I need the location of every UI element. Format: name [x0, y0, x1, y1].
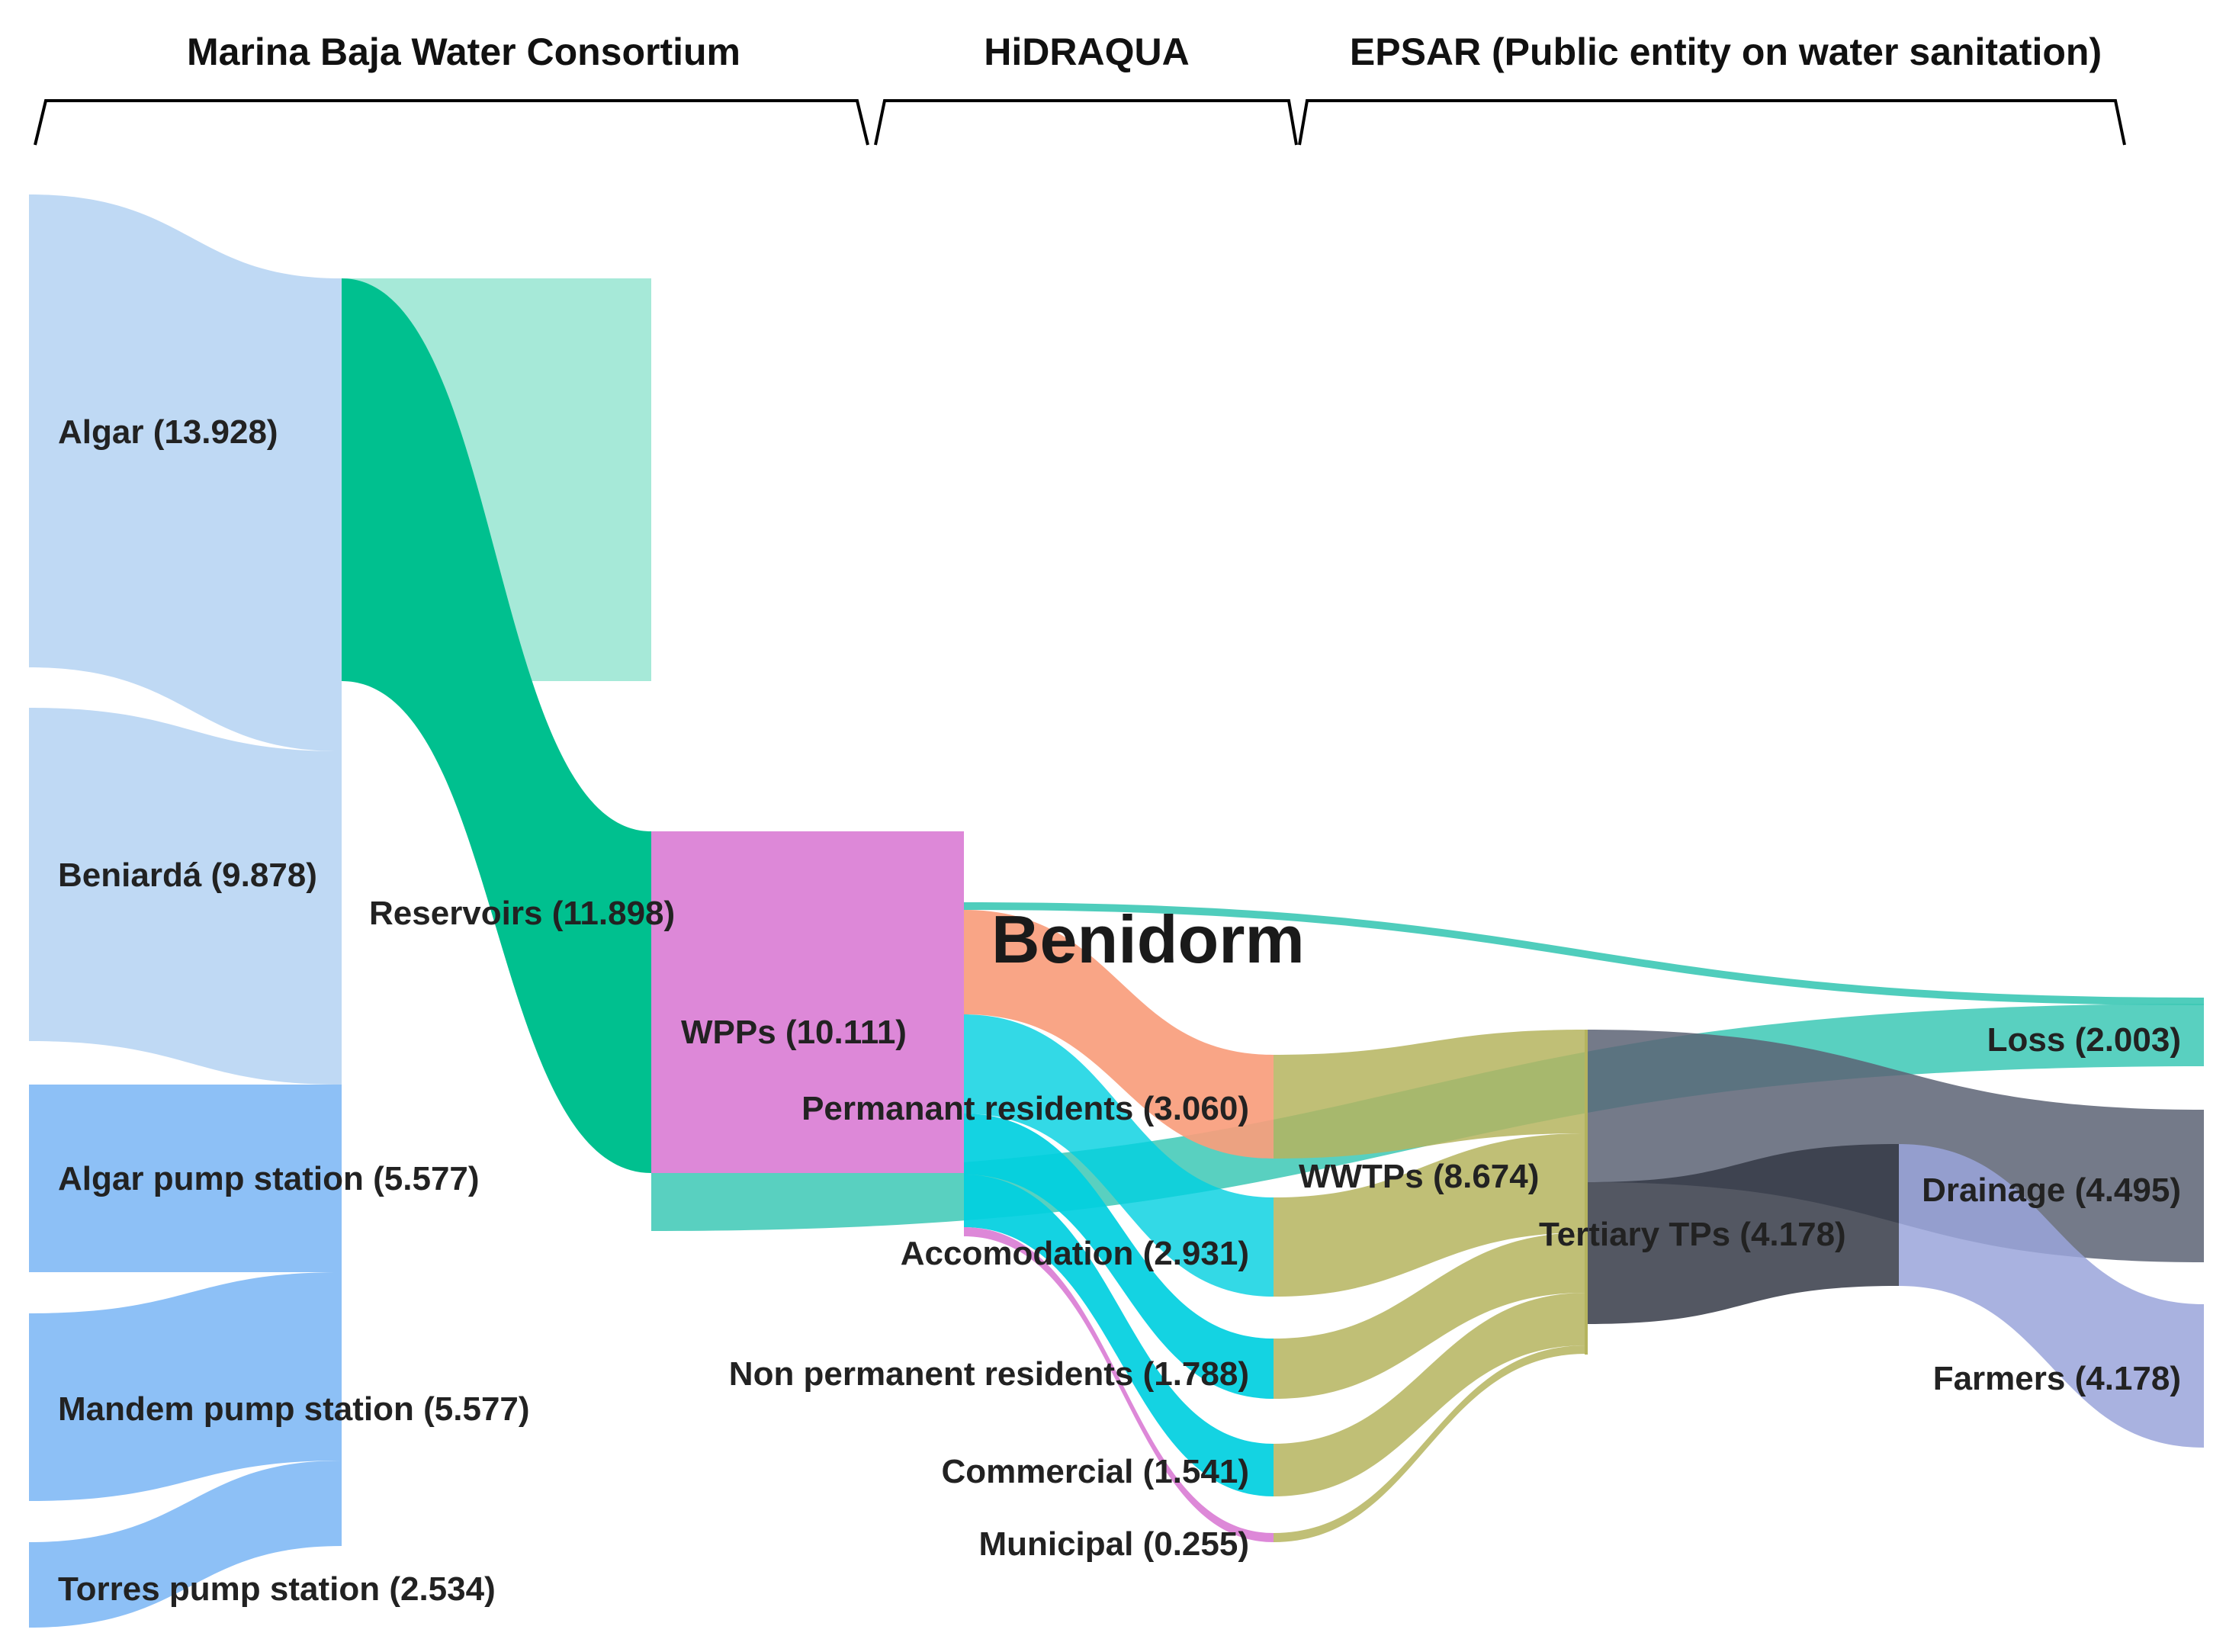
- link-wpps-nonperm: [964, 1114, 1274, 1399]
- label-algar-ps: Algar pump station (5.577): [58, 1160, 480, 1197]
- link-wpps-perm: [964, 910, 1274, 1159]
- link-mandemps-reservoirs: [29, 1272, 342, 1501]
- node-reservoirs: [342, 278, 651, 681]
- group-brackets: [34, 99, 2126, 146]
- label-loss: Loss (2.003): [1987, 1021, 2181, 1059]
- link-torresps-reservoirs: [29, 1461, 342, 1628]
- node-wwtps-bar: [1585, 1030, 1588, 1355]
- group-headers: Marina Baja Water Consortium HiDRAQUA EP…: [187, 31, 2102, 73]
- label-accom: Accomodation (2.931): [901, 1235, 1249, 1272]
- bracket-hidraqua: [874, 99, 1298, 146]
- node-labels: Algar (13.928) Beniardá (9.878) Algar pu…: [58, 413, 2181, 1608]
- link-wpps-commercial: [964, 1175, 1274, 1496]
- bracket-epsar: [1298, 99, 2126, 146]
- link-accom-wwtps: [1274, 1133, 1586, 1297]
- label-perm: Permanant residents (3.060): [801, 1090, 1249, 1127]
- nodes: [342, 278, 1588, 1355]
- links: [29, 194, 2204, 1628]
- link-commercial-wwtps: [1274, 1293, 1586, 1496]
- link-perm-wwtps: [1274, 1030, 1586, 1159]
- label-wpps: WPPs (10.111): [681, 1014, 907, 1051]
- bracket-consortium: [34, 99, 869, 146]
- label-reservoirs: Reservoirs (11.898): [369, 895, 675, 932]
- link-beniarda-reservoirs: [29, 708, 342, 1085]
- label-nonperm: Non permanent residents (1.788): [729, 1355, 1249, 1393]
- link-algar-reservoirs: [29, 194, 342, 751]
- label-tertiary: Tertiary TPs (4.178): [1539, 1216, 1846, 1253]
- node-wpps: [651, 831, 964, 1173]
- link-reservoirs-wpps: [342, 278, 651, 1173]
- header-consortium: Marina Baja Water Consortium: [187, 31, 740, 73]
- link-algarps-reservoirs: [29, 1085, 342, 1272]
- link-nonperm-wwtps: [1274, 1233, 1586, 1399]
- link-wpps-accom: [964, 1014, 1274, 1297]
- label-torres-ps: Torres pump station (2.534): [58, 1570, 496, 1608]
- label-farmers: Farmers (4.178): [1933, 1360, 2181, 1397]
- label-beniarda: Beniardá (9.878): [58, 857, 317, 894]
- link-wwtps-tertiary: [1586, 1144, 1899, 1324]
- label-wwtps: WWTPs (8.674): [1299, 1158, 1539, 1195]
- link-municipal-wwtps: [1274, 1345, 1586, 1542]
- diagram-title: Benidorm: [991, 902, 1305, 977]
- link-wpps-loss: [964, 902, 2204, 1005]
- label-mandem-ps: Mandem pump station (5.577): [58, 1390, 530, 1428]
- header-hidraqua: HiDRAQUA: [984, 31, 1189, 73]
- label-algar: Algar (13.928): [58, 413, 278, 451]
- header-epsar: EPSAR (Public entity on water sanitation…: [1350, 31, 2102, 73]
- label-municipal: Municipal (0.255): [978, 1525, 1249, 1563]
- link-tertiary-farmers: [1899, 1144, 2204, 1448]
- label-drainage: Drainage (4.495): [1922, 1172, 2181, 1209]
- link-wpps-municipal: [964, 1227, 1274, 1542]
- label-commercial: Commercial (1.541): [941, 1453, 1249, 1490]
